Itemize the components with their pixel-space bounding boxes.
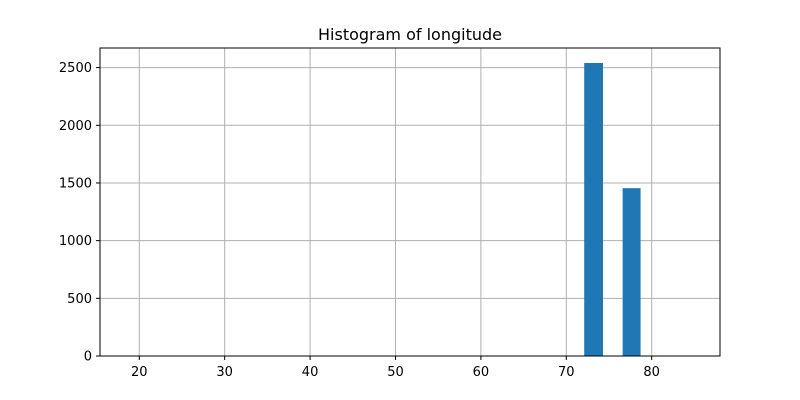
y-tick-label: 2000 — [59, 119, 92, 134]
x-tick-label: 60 — [473, 365, 490, 380]
histogram-bar — [622, 188, 641, 356]
grid-lines — [100, 48, 720, 357]
chart-title: Histogram of longitude — [318, 25, 502, 44]
y-tick-label: 2500 — [59, 61, 92, 76]
y-tick-label: 1000 — [59, 234, 92, 249]
x-tick-label: 70 — [558, 365, 575, 380]
y-tick-label: 1500 — [59, 176, 92, 191]
x-tick-label: 30 — [216, 365, 233, 380]
x-tick-label: 80 — [643, 365, 660, 380]
bars — [584, 62, 641, 357]
y-tick-label: 0 — [84, 350, 92, 365]
x-tick-label: 50 — [387, 365, 404, 380]
y-tick-label: 500 — [67, 292, 92, 307]
y-axis: 0 500 1000 1500 2000 2500 — [59, 61, 100, 365]
x-axis: 20 30 40 50 60 70 80 — [131, 356, 660, 380]
plot-frame — [99, 47, 721, 357]
x-tick-label: 40 — [302, 365, 319, 380]
histogram-bar — [584, 62, 604, 357]
x-tick-label: 20 — [131, 365, 148, 380]
